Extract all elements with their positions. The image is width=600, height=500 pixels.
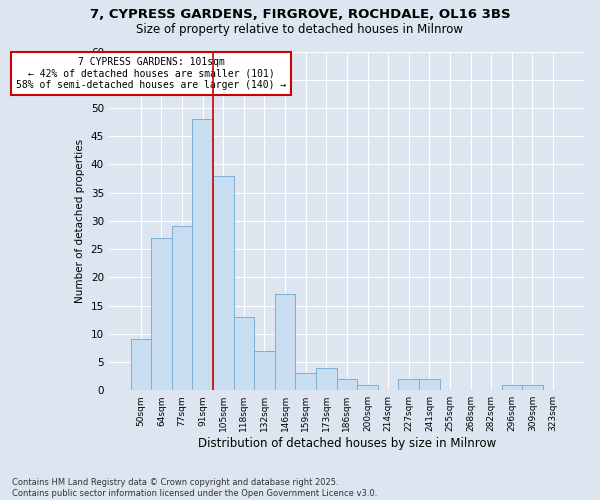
Bar <box>357 384 378 390</box>
Bar <box>316 368 337 390</box>
Bar <box>172 226 193 390</box>
Bar <box>295 374 316 390</box>
Bar <box>233 317 254 390</box>
Bar <box>213 176 233 390</box>
Text: Contains HM Land Registry data © Crown copyright and database right 2025.
Contai: Contains HM Land Registry data © Crown c… <box>12 478 377 498</box>
Bar <box>502 384 522 390</box>
Bar <box>151 238 172 390</box>
Bar <box>398 379 419 390</box>
Bar <box>131 340 151 390</box>
Bar <box>254 350 275 390</box>
Y-axis label: Number of detached properties: Number of detached properties <box>75 139 85 303</box>
Text: 7 CYPRESS GARDENS: 101sqm
← 42% of detached houses are smaller (101)
58% of semi: 7 CYPRESS GARDENS: 101sqm ← 42% of detac… <box>16 57 286 90</box>
Bar <box>522 384 543 390</box>
Bar <box>337 379 357 390</box>
Text: Size of property relative to detached houses in Milnrow: Size of property relative to detached ho… <box>137 22 464 36</box>
Bar <box>419 379 440 390</box>
Bar <box>275 294 295 390</box>
Bar <box>193 119 213 390</box>
Text: 7, CYPRESS GARDENS, FIRGROVE, ROCHDALE, OL16 3BS: 7, CYPRESS GARDENS, FIRGROVE, ROCHDALE, … <box>89 8 511 20</box>
X-axis label: Distribution of detached houses by size in Milnrow: Distribution of detached houses by size … <box>198 437 496 450</box>
